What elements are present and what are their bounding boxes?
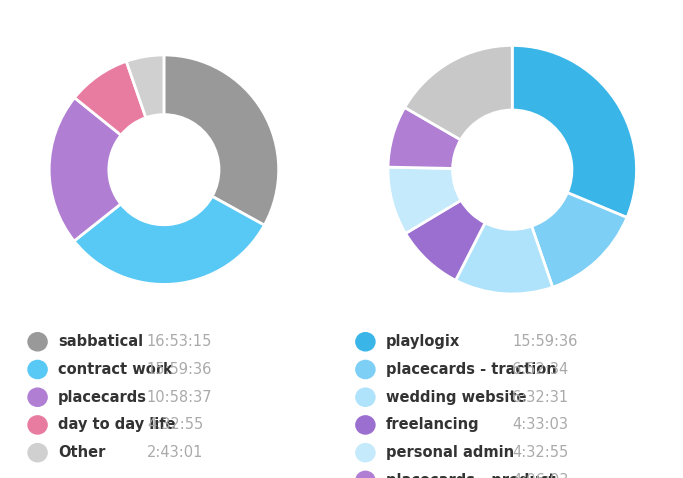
Text: 6:32:31: 6:32:31 xyxy=(512,390,568,405)
Text: 15:59:36: 15:59:36 xyxy=(512,334,578,349)
Text: personal admin: personal admin xyxy=(386,445,514,460)
Wedge shape xyxy=(164,55,279,225)
Text: playlogix: playlogix xyxy=(386,334,460,349)
Text: 4:06:03: 4:06:03 xyxy=(512,473,569,478)
Wedge shape xyxy=(531,193,627,287)
Wedge shape xyxy=(405,45,512,140)
Text: freelancing: freelancing xyxy=(386,417,479,433)
Text: 6:52:34: 6:52:34 xyxy=(512,362,568,377)
Text: 16:53:15: 16:53:15 xyxy=(147,334,212,349)
Wedge shape xyxy=(388,167,461,233)
Wedge shape xyxy=(49,98,121,241)
Wedge shape xyxy=(74,61,146,135)
Text: 10:58:37: 10:58:37 xyxy=(147,390,212,405)
Wedge shape xyxy=(456,223,553,294)
Text: sabbatical: sabbatical xyxy=(58,334,143,349)
Wedge shape xyxy=(74,196,264,284)
Text: wedding website: wedding website xyxy=(386,390,527,405)
Text: day to day life: day to day life xyxy=(58,417,176,433)
Text: 4:33:03: 4:33:03 xyxy=(512,417,568,433)
Wedge shape xyxy=(512,45,637,217)
Text: 4:32:55: 4:32:55 xyxy=(147,417,203,433)
Text: placecards: placecards xyxy=(58,390,147,405)
Text: 2:43:01: 2:43:01 xyxy=(147,445,204,460)
Wedge shape xyxy=(126,55,164,118)
Text: 15:59:36: 15:59:36 xyxy=(147,362,212,377)
Text: placecards - traction: placecards - traction xyxy=(386,362,557,377)
Wedge shape xyxy=(388,108,460,168)
Text: placecards - product: placecards - product xyxy=(386,473,555,478)
Text: contract work: contract work xyxy=(58,362,173,377)
Text: Other: Other xyxy=(58,445,105,460)
Text: 4:32:55: 4:32:55 xyxy=(512,445,568,460)
Wedge shape xyxy=(406,200,485,280)
